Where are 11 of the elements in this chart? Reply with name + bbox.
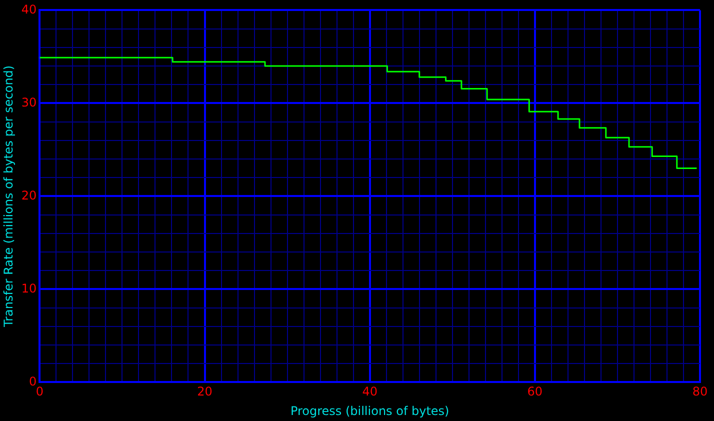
x-tick-label: 40	[362, 384, 378, 399]
y-tick-label: 10	[21, 281, 37, 296]
y-tick-label: 30	[21, 95, 37, 110]
y-tick-label: 40	[21, 2, 37, 16]
x-tick-label: 60	[527, 384, 543, 399]
y-axis-title: Transfer Rate (millions of bytes per second)	[1, 65, 16, 328]
x-axis-title: Progress (billions of bytes)	[290, 404, 450, 418]
x-tick-label: 80	[692, 384, 708, 399]
x-tick-label: 20	[197, 384, 212, 399]
y-tick-label: 20	[21, 188, 37, 202]
y-tick-label: 0	[29, 374, 37, 388]
